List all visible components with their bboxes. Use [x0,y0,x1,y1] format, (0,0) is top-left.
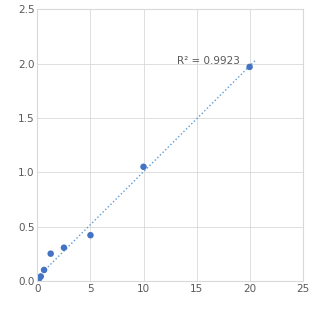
Point [88,233,93,238]
Point [38,274,43,279]
Point [141,164,146,169]
Point [35,278,40,283]
Point [37,276,41,281]
Text: R² = 0.9923: R² = 0.9923 [178,56,240,66]
Point [61,245,66,250]
Point [247,64,252,69]
Point [41,267,46,272]
Point [48,251,53,256]
